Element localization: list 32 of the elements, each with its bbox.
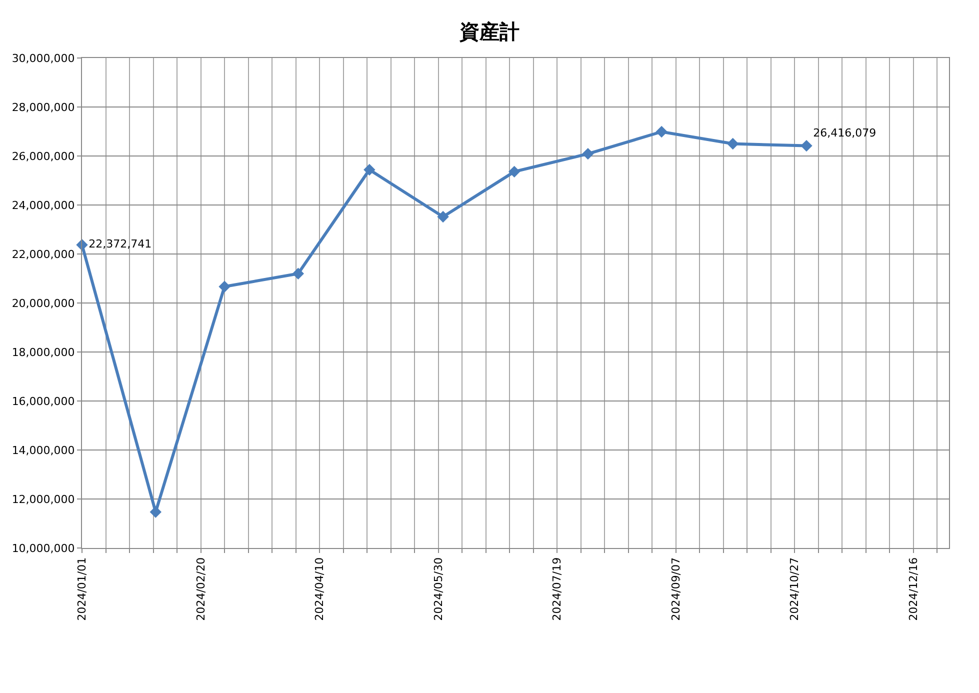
point xyxy=(508,166,520,178)
x-tick-label: 2024/10/27 xyxy=(788,557,802,621)
data-label: 22,372,741 xyxy=(88,238,152,251)
x-tick-label: 2024/04/10 xyxy=(313,557,326,621)
y-tick-label: 10,000,000 xyxy=(12,542,75,555)
x-tick-label: 2024/05/30 xyxy=(432,557,445,621)
data-label: 26,416,079 xyxy=(813,126,876,140)
point xyxy=(726,138,739,150)
chart-title: 資産計 xyxy=(458,19,520,44)
y-tick-label: 18,000,000 xyxy=(12,346,75,359)
point xyxy=(437,210,449,223)
x-tick-label: 2024/02/20 xyxy=(194,557,208,621)
point xyxy=(218,280,230,292)
y-tick-label: 22,000,000 xyxy=(12,248,75,261)
y-tick-label: 30,000,000 xyxy=(12,52,75,65)
x-tick-label: 2024/07/19 xyxy=(550,557,564,621)
x-tick-label: 2024/09/07 xyxy=(669,557,682,621)
x-tick-label: 2024/01/01 xyxy=(76,557,89,621)
y-tick-label: 12,000,000 xyxy=(12,492,75,506)
point xyxy=(364,164,376,176)
y-tick-label: 28,000,000 xyxy=(12,100,75,114)
x-tick-label: 2024/12/16 xyxy=(906,557,920,621)
point xyxy=(800,140,812,152)
y-tick-label: 16,000,000 xyxy=(12,394,75,408)
point xyxy=(150,506,162,518)
y-tick-label: 26,000,000 xyxy=(12,150,75,163)
y-tick-label: 14,000,000 xyxy=(12,444,75,457)
y-tick-label: 20,000,000 xyxy=(12,296,75,310)
point xyxy=(292,268,304,280)
point xyxy=(656,126,668,138)
point xyxy=(582,148,594,160)
y-tick-label: 24,000,000 xyxy=(12,198,75,212)
